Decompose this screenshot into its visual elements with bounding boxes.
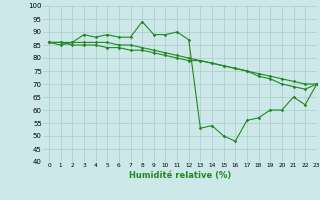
X-axis label: Humidité relative (%): Humidité relative (%) [129, 171, 231, 180]
